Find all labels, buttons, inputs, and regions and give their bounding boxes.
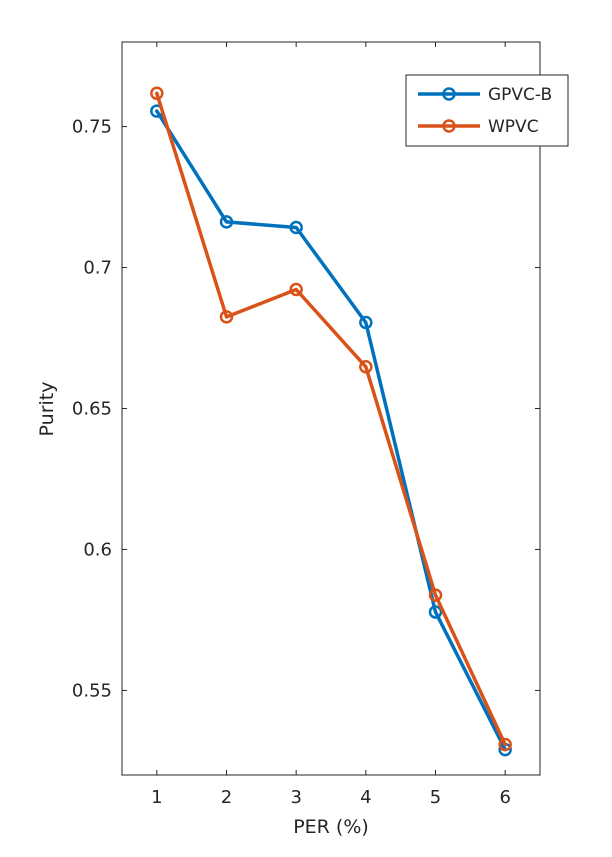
- y-tick-label: 0.65: [72, 399, 112, 420]
- y-tick-label: 0.7: [83, 258, 112, 279]
- data-point: [359, 315, 373, 330]
- legend-marker: [442, 119, 456, 133]
- legend-box: [405, 74, 569, 147]
- x-axis: 1 2 3 4 5 6: [151, 42, 511, 808]
- data-point: [428, 588, 443, 602]
- x-tick-label: 3: [290, 787, 301, 808]
- y-tick-label: 0.75: [72, 117, 112, 138]
- x-tick-label: 1: [151, 787, 162, 808]
- legend-label: GPVC-B: [488, 85, 552, 105]
- y-tick-label: 0.6: [83, 539, 112, 560]
- legend-label: WPVC: [488, 117, 539, 137]
- series-layer: [150, 86, 512, 757]
- data-point: [359, 360, 373, 374]
- series-line-gpvc-b: [155, 109, 507, 752]
- legend-marker: [442, 87, 456, 101]
- x-tick-label: 4: [360, 787, 371, 808]
- x-axis-label: PER (%): [293, 816, 369, 838]
- x-tick-label: 6: [499, 787, 510, 808]
- data-point: [150, 86, 164, 101]
- y-axis-label: Purity: [36, 382, 58, 437]
- data-point: [498, 737, 512, 752]
- data-point: [428, 605, 443, 619]
- data-point: [289, 282, 303, 297]
- series-line-wpvc: [155, 91, 507, 747]
- plot-area: [121, 41, 541, 776]
- x-tick-label: 5: [430, 787, 441, 808]
- legend: GPVC-B WPVC: [405, 74, 569, 147]
- data-point: [289, 220, 303, 235]
- data-point: [219, 215, 234, 229]
- y-tick-label: 0.55: [72, 680, 112, 701]
- data-point: [219, 310, 234, 324]
- x-tick-label: 2: [221, 787, 232, 808]
- y-axis: 0.55 0.6 0.65 0.7 0.75: [72, 117, 540, 701]
